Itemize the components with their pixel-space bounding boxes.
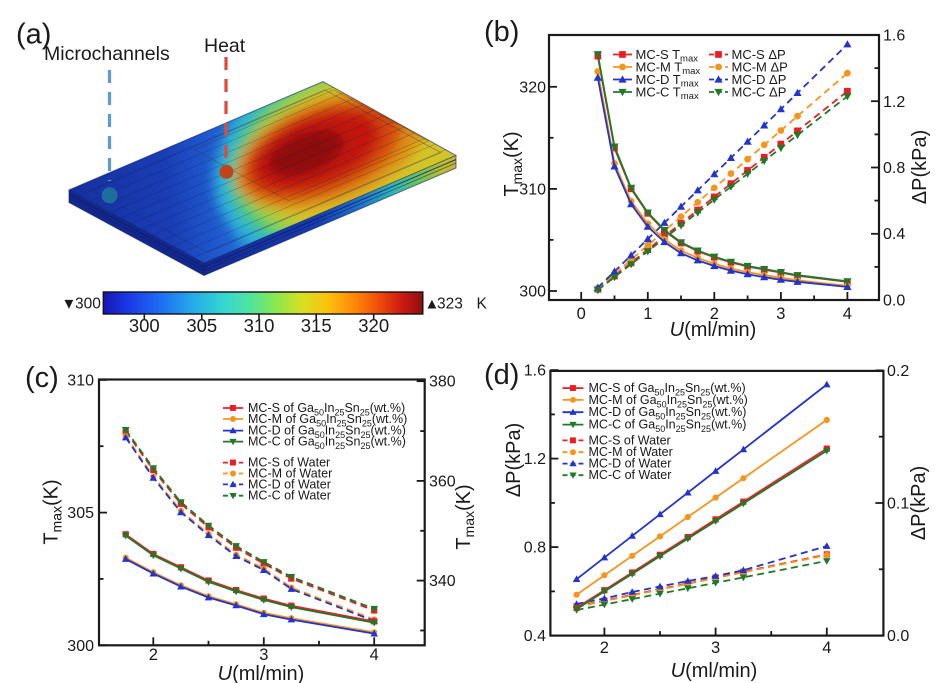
svg-text:0.2: 0.2 [887,363,909,380]
svg-text:MC-M ΔP: MC-M ΔP [732,60,788,75]
svg-text:0.0: 0.0 [887,628,909,645]
svg-text:310: 310 [519,181,546,198]
svg-text:2: 2 [149,646,158,664]
svg-text:300: 300 [129,315,160,336]
svg-text:▼: ▼ [62,296,77,313]
svg-text:340: 340 [429,573,456,590]
svg-text:310: 310 [67,372,94,389]
svg-text:1.2: 1.2 [524,451,546,468]
svg-text:300: 300 [67,638,94,655]
svg-text:0.4: 0.4 [883,226,905,243]
svg-text:320: 320 [358,315,389,336]
svg-text:0.0: 0.0 [883,293,905,310]
svg-text:Tmax(K): Tmax(K) [41,479,65,544]
svg-text:3: 3 [776,305,785,323]
svg-text:MC-C of Water: MC-C of Water [589,468,672,482]
svg-text:(a): (a) [16,19,51,51]
svg-text:305: 305 [67,505,94,522]
svg-text:0.8: 0.8 [524,540,546,557]
svg-text:4: 4 [822,639,831,657]
svg-text:MC-C ΔP: MC-C ΔP [732,85,787,100]
svg-text:323: 323 [437,296,463,313]
svg-text:0.8: 0.8 [883,160,905,177]
svg-text:305: 305 [186,315,217,336]
svg-text:(d): (d) [484,359,519,391]
svg-text:320: 320 [519,79,546,96]
svg-text:MC-D ΔP: MC-D ΔP [732,72,787,87]
svg-text:0: 0 [577,305,586,323]
svg-text:1.2: 1.2 [883,94,905,111]
svg-text:MC-C of Water: MC-C of Water [248,489,331,503]
svg-text:MC-S of Water: MC-S of Water [589,433,671,447]
svg-text:3: 3 [711,639,720,657]
svg-text:4: 4 [370,646,379,664]
svg-text:MC-D of Water: MC-D of Water [589,457,672,471]
svg-text:MC-M of Water: MC-M of Water [589,445,673,459]
svg-text:1.6: 1.6 [883,28,905,45]
svg-text:380: 380 [429,374,456,391]
svg-text:MC-M of Water: MC-M of Water [248,467,332,481]
svg-text:U(ml/min): U(ml/min) [671,660,758,682]
svg-text:ΔP(kPa): ΔP(kPa) [909,130,931,204]
svg-text:300: 300 [519,284,546,301]
svg-text:0.4: 0.4 [524,628,546,645]
svg-text:Heat: Heat [204,35,246,57]
svg-text:3: 3 [259,646,268,664]
svg-text:Microchannels: Microchannels [44,43,170,65]
svg-text:MC-D of Water: MC-D of Water [248,477,331,491]
svg-text:1: 1 [643,305,652,323]
svg-text:(c): (c) [25,362,59,394]
svg-text:▲: ▲ [425,296,440,313]
svg-text:360: 360 [429,473,456,490]
svg-text:U(ml/min): U(ml/min) [218,663,305,683]
svg-text:MC-D of Ga50​In25​Sn25​(wt.%): MC-D of Ga50​In25​Sn25​(wt.%) [248,424,406,441]
svg-text:(b): (b) [484,16,519,48]
svg-text:2: 2 [600,639,609,657]
svg-text:2: 2 [710,305,719,323]
svg-text:MC-S ΔP: MC-S ΔP [732,47,786,62]
svg-text:0.1: 0.1 [887,496,909,513]
svg-text:4: 4 [843,305,852,323]
svg-text:1.6: 1.6 [524,363,546,380]
svg-text:ΔP(kPa): ΔP(kPa) [503,423,525,497]
svg-text:U(ml/min): U(ml/min) [670,319,757,341]
svg-text:ΔP(kPa): ΔP(kPa) [908,466,930,540]
svg-text:K: K [477,296,488,313]
svg-text:310: 310 [244,315,275,336]
svg-text:MC-S of Water: MC-S of Water [248,456,330,470]
svg-text:300: 300 [75,296,101,313]
svg-text:315: 315 [301,315,332,336]
